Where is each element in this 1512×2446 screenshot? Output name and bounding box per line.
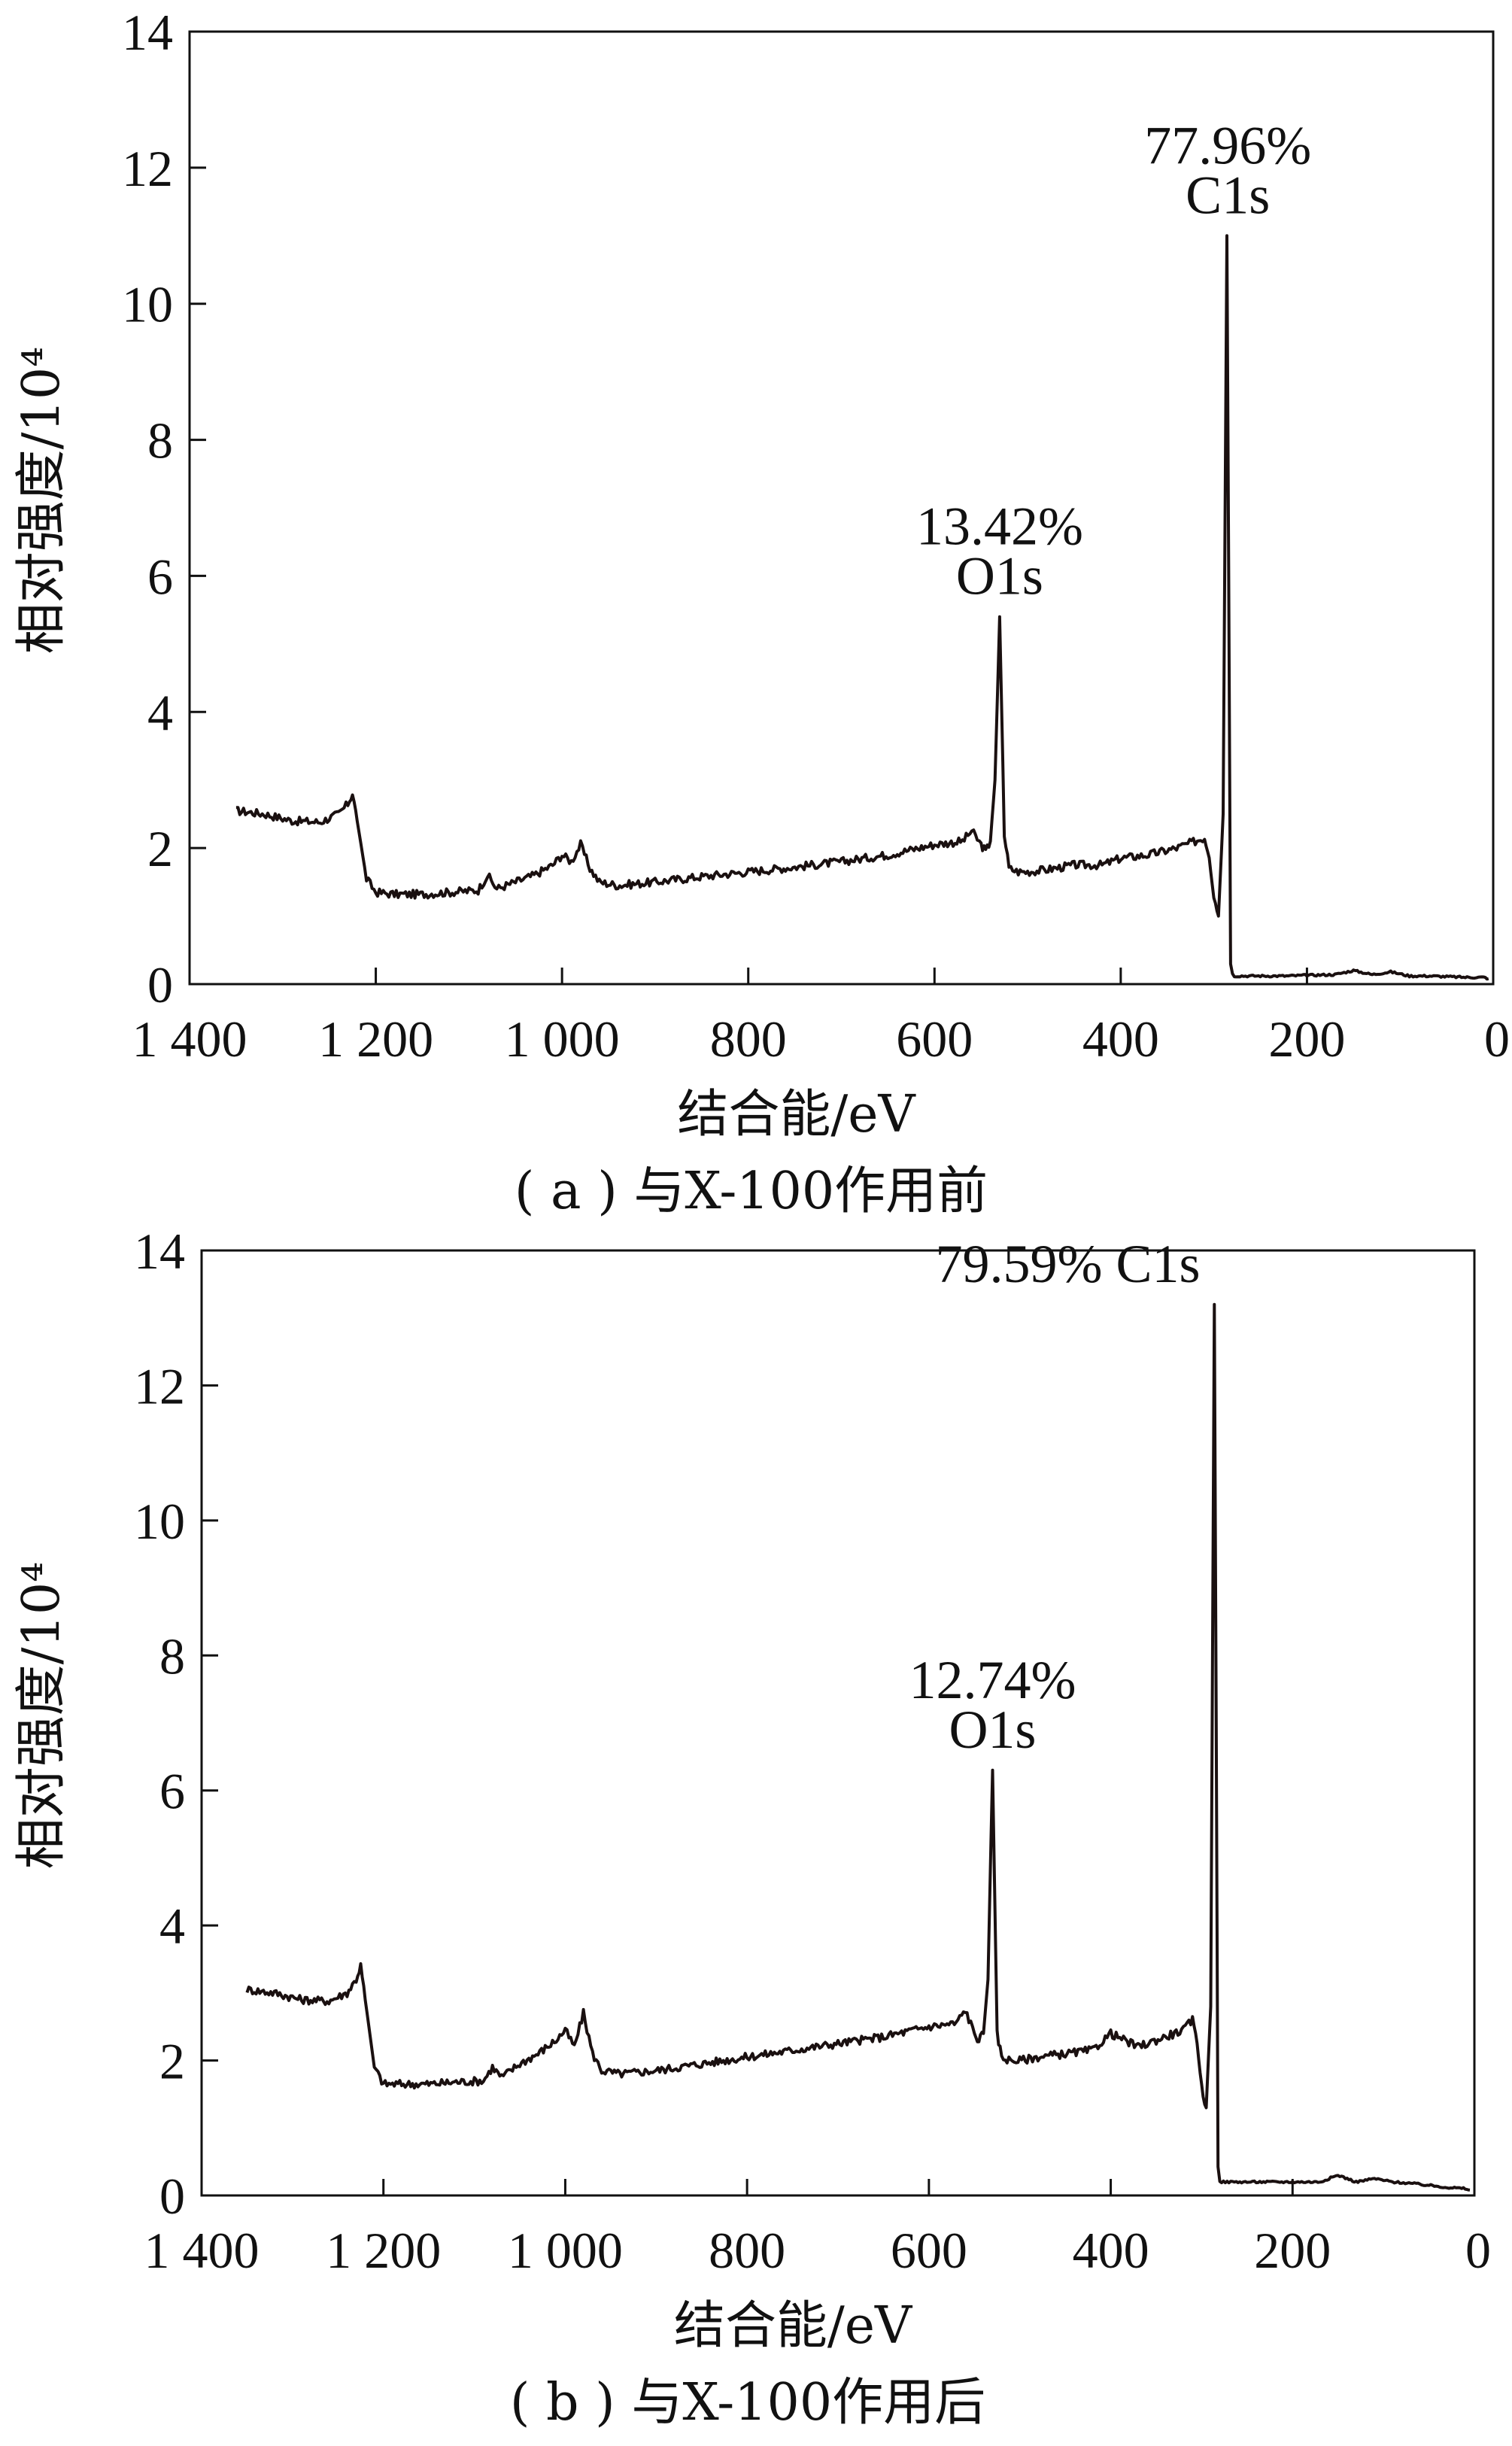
y-tick-label: 8 [159, 1627, 185, 1685]
x-tick-label: 800 [709, 2222, 785, 2279]
x-tick-label: 1 400 [132, 1010, 247, 1068]
x-tick-label: 200 [1268, 1010, 1345, 1068]
x-tick-label: 600 [891, 2222, 967, 2279]
plot-frame [188, 30, 1495, 986]
y-tick-label: 10 [122, 276, 173, 333]
x-tick-label: 0 [1484, 1010, 1510, 1068]
y-tick-label: 2 [147, 820, 173, 877]
peak-annotation: 79.59% C1s [936, 1234, 1201, 1294]
peak-annotation: C1s [1186, 165, 1270, 225]
y-tick-label: 14 [134, 1223, 185, 1280]
y-tick-label: 14 [122, 4, 173, 61]
x-axis-label: 结合能/eV [677, 1085, 916, 1144]
x-tick-label: 1 000 [505, 1010, 620, 1068]
y-tick-label: 12 [122, 140, 173, 197]
peak-annotation: 12.74% [909, 1650, 1076, 1710]
x-axis-label: 结合能/eV [674, 2296, 913, 2356]
spectrum-series-line [235, 234, 1489, 981]
peak-annotation: 13.42% [916, 497, 1083, 557]
chart-caption: ( b ) 与X-100作用后 [510, 2373, 985, 2432]
spectrum-series-line [245, 1302, 1471, 2192]
y-tick-label: 4 [159, 1898, 185, 1955]
chart-panel-b: 0 2 4 6 8 10 12 14 1 400 1 200 1 000 800 600 400 200 0 结… [0, 1223, 1512, 2446]
y-tick-label: 0 [159, 2168, 185, 2225]
chart-caption: ( a ) 与X-100作用前 [515, 1162, 988, 1221]
y-tick-label: 6 [159, 1763, 185, 1820]
x-tick-label: 400 [1073, 2222, 1149, 2279]
y-tick-label: 12 [134, 1357, 185, 1414]
x-tick-label: 1 000 [508, 2222, 623, 2279]
x-tick-label: 400 [1082, 1010, 1159, 1068]
y-tick-label: 6 [147, 548, 173, 605]
x-tick-label: 1 400 [144, 2222, 260, 2279]
x-tick-label: 800 [710, 1010, 787, 1068]
y-tick-label: 10 [134, 1493, 185, 1550]
peak-annotation: O1s [956, 546, 1043, 606]
y-tick-label: 4 [147, 684, 173, 741]
x-tick-label: 600 [896, 1010, 973, 1068]
plot-frame [200, 1249, 1476, 2197]
y-tick-label: 2 [159, 2033, 185, 2090]
xps-survey-chart-b: 0 2 4 6 8 10 12 14 1 400 1 200 1 000 800 600 400 200 0 结… [12, 1223, 1491, 2432]
peak-annotation: O1s [949, 1700, 1036, 1760]
y-tick-label: 8 [147, 412, 173, 469]
chart-panel-a: 0 2 4 6 8 10 12 14 1 400 1 200 1 000 800 600 400 200 0 结… [12, 4, 1510, 1221]
x-tick-label: 0 [1465, 2222, 1491, 2279]
x-tick-label: 1 200 [318, 1010, 433, 1068]
y-axis-label: 相对强度/10⁴ [12, 347, 71, 655]
x-tick-label: 1 200 [326, 2222, 441, 2279]
y-axis-label: 相对强度/10⁴ [12, 1562, 71, 1870]
y-tick-label: 0 [147, 956, 173, 1013]
xps-survey-chart-a: 0 2 4 6 8 10 12 14 1 400 1 200 1 000 800 600 400 200 0 结… [12, 4, 1510, 1221]
x-tick-label: 200 [1254, 2222, 1331, 2279]
peak-annotation: 77.96% [1144, 115, 1311, 175]
